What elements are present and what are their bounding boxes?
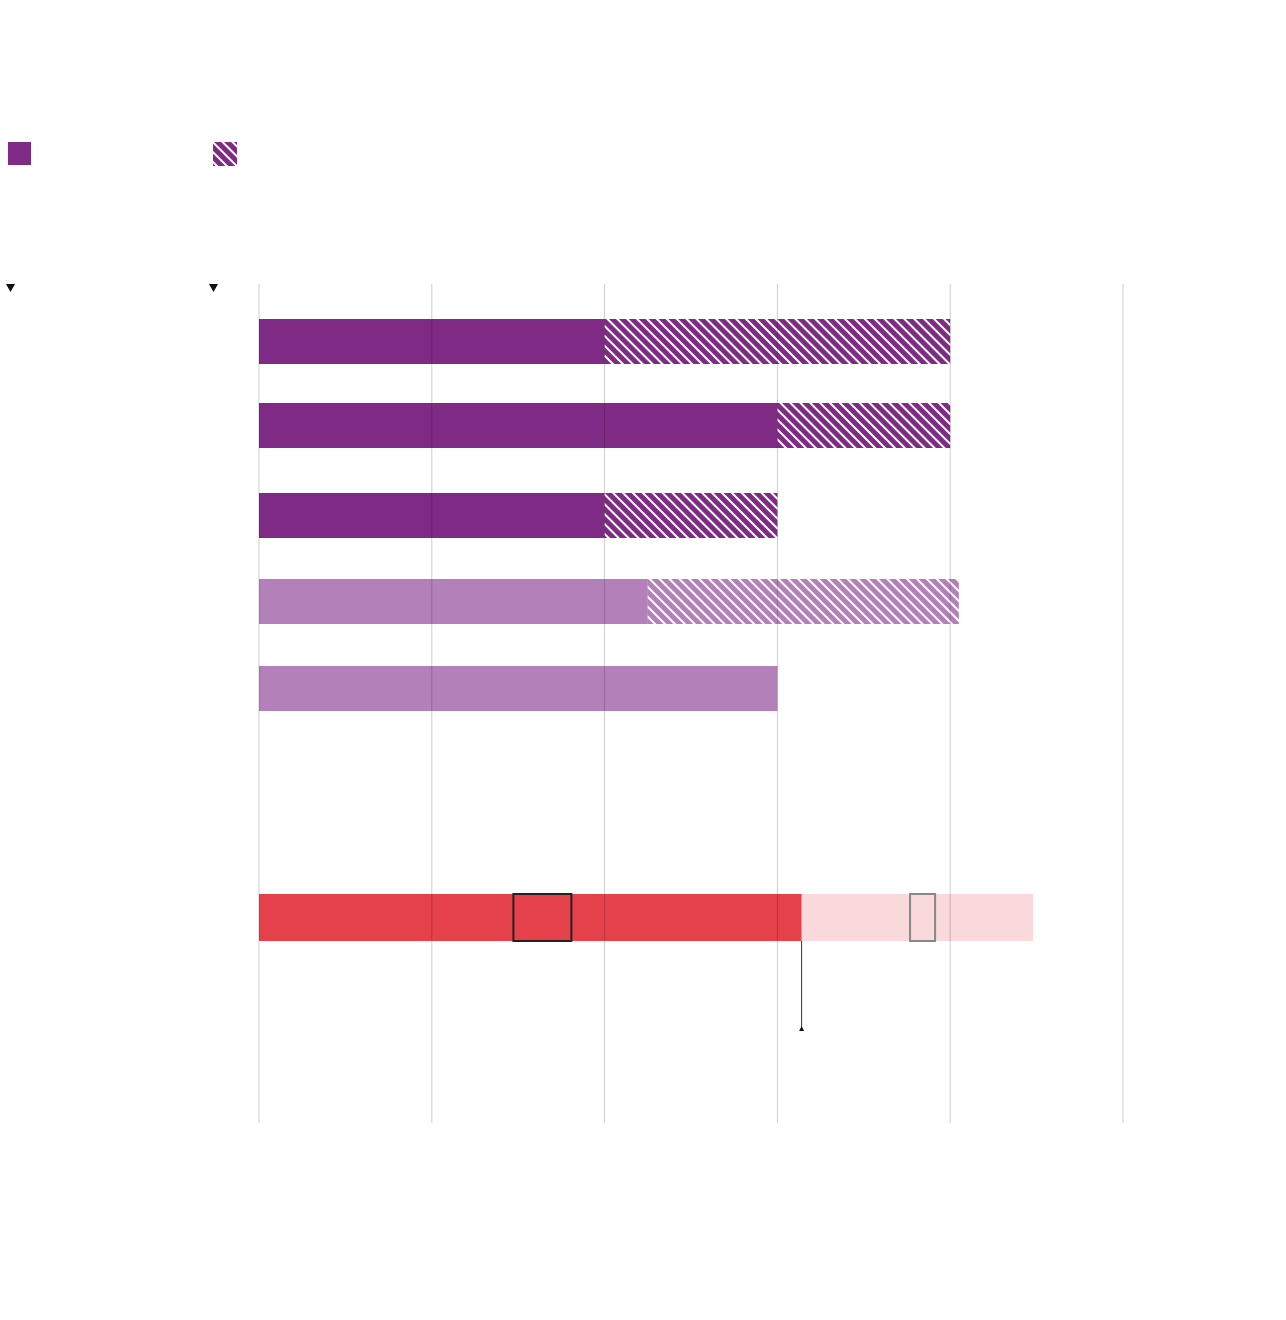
bar — [259, 666, 778, 711]
bar-hatched — [604, 319, 951, 364]
dropdown-arrow[interactable] — [209, 284, 218, 292]
bar — [259, 579, 648, 624]
bar — [801, 894, 1034, 941]
legend-swatch-solid — [8, 142, 31, 165]
bar — [259, 403, 778, 448]
bar-hatched — [647, 579, 959, 624]
bar-hatched — [604, 493, 778, 538]
bar-hatched — [777, 403, 951, 448]
dropdown-arrow[interactable] — [6, 284, 15, 292]
bar — [259, 493, 605, 538]
bar — [259, 319, 605, 364]
annotation-arrow — [799, 1026, 805, 1031]
bar — [259, 894, 802, 941]
legend-swatch-hatched — [213, 142, 237, 166]
marker-box — [512, 893, 573, 942]
marker-box — [909, 893, 937, 942]
